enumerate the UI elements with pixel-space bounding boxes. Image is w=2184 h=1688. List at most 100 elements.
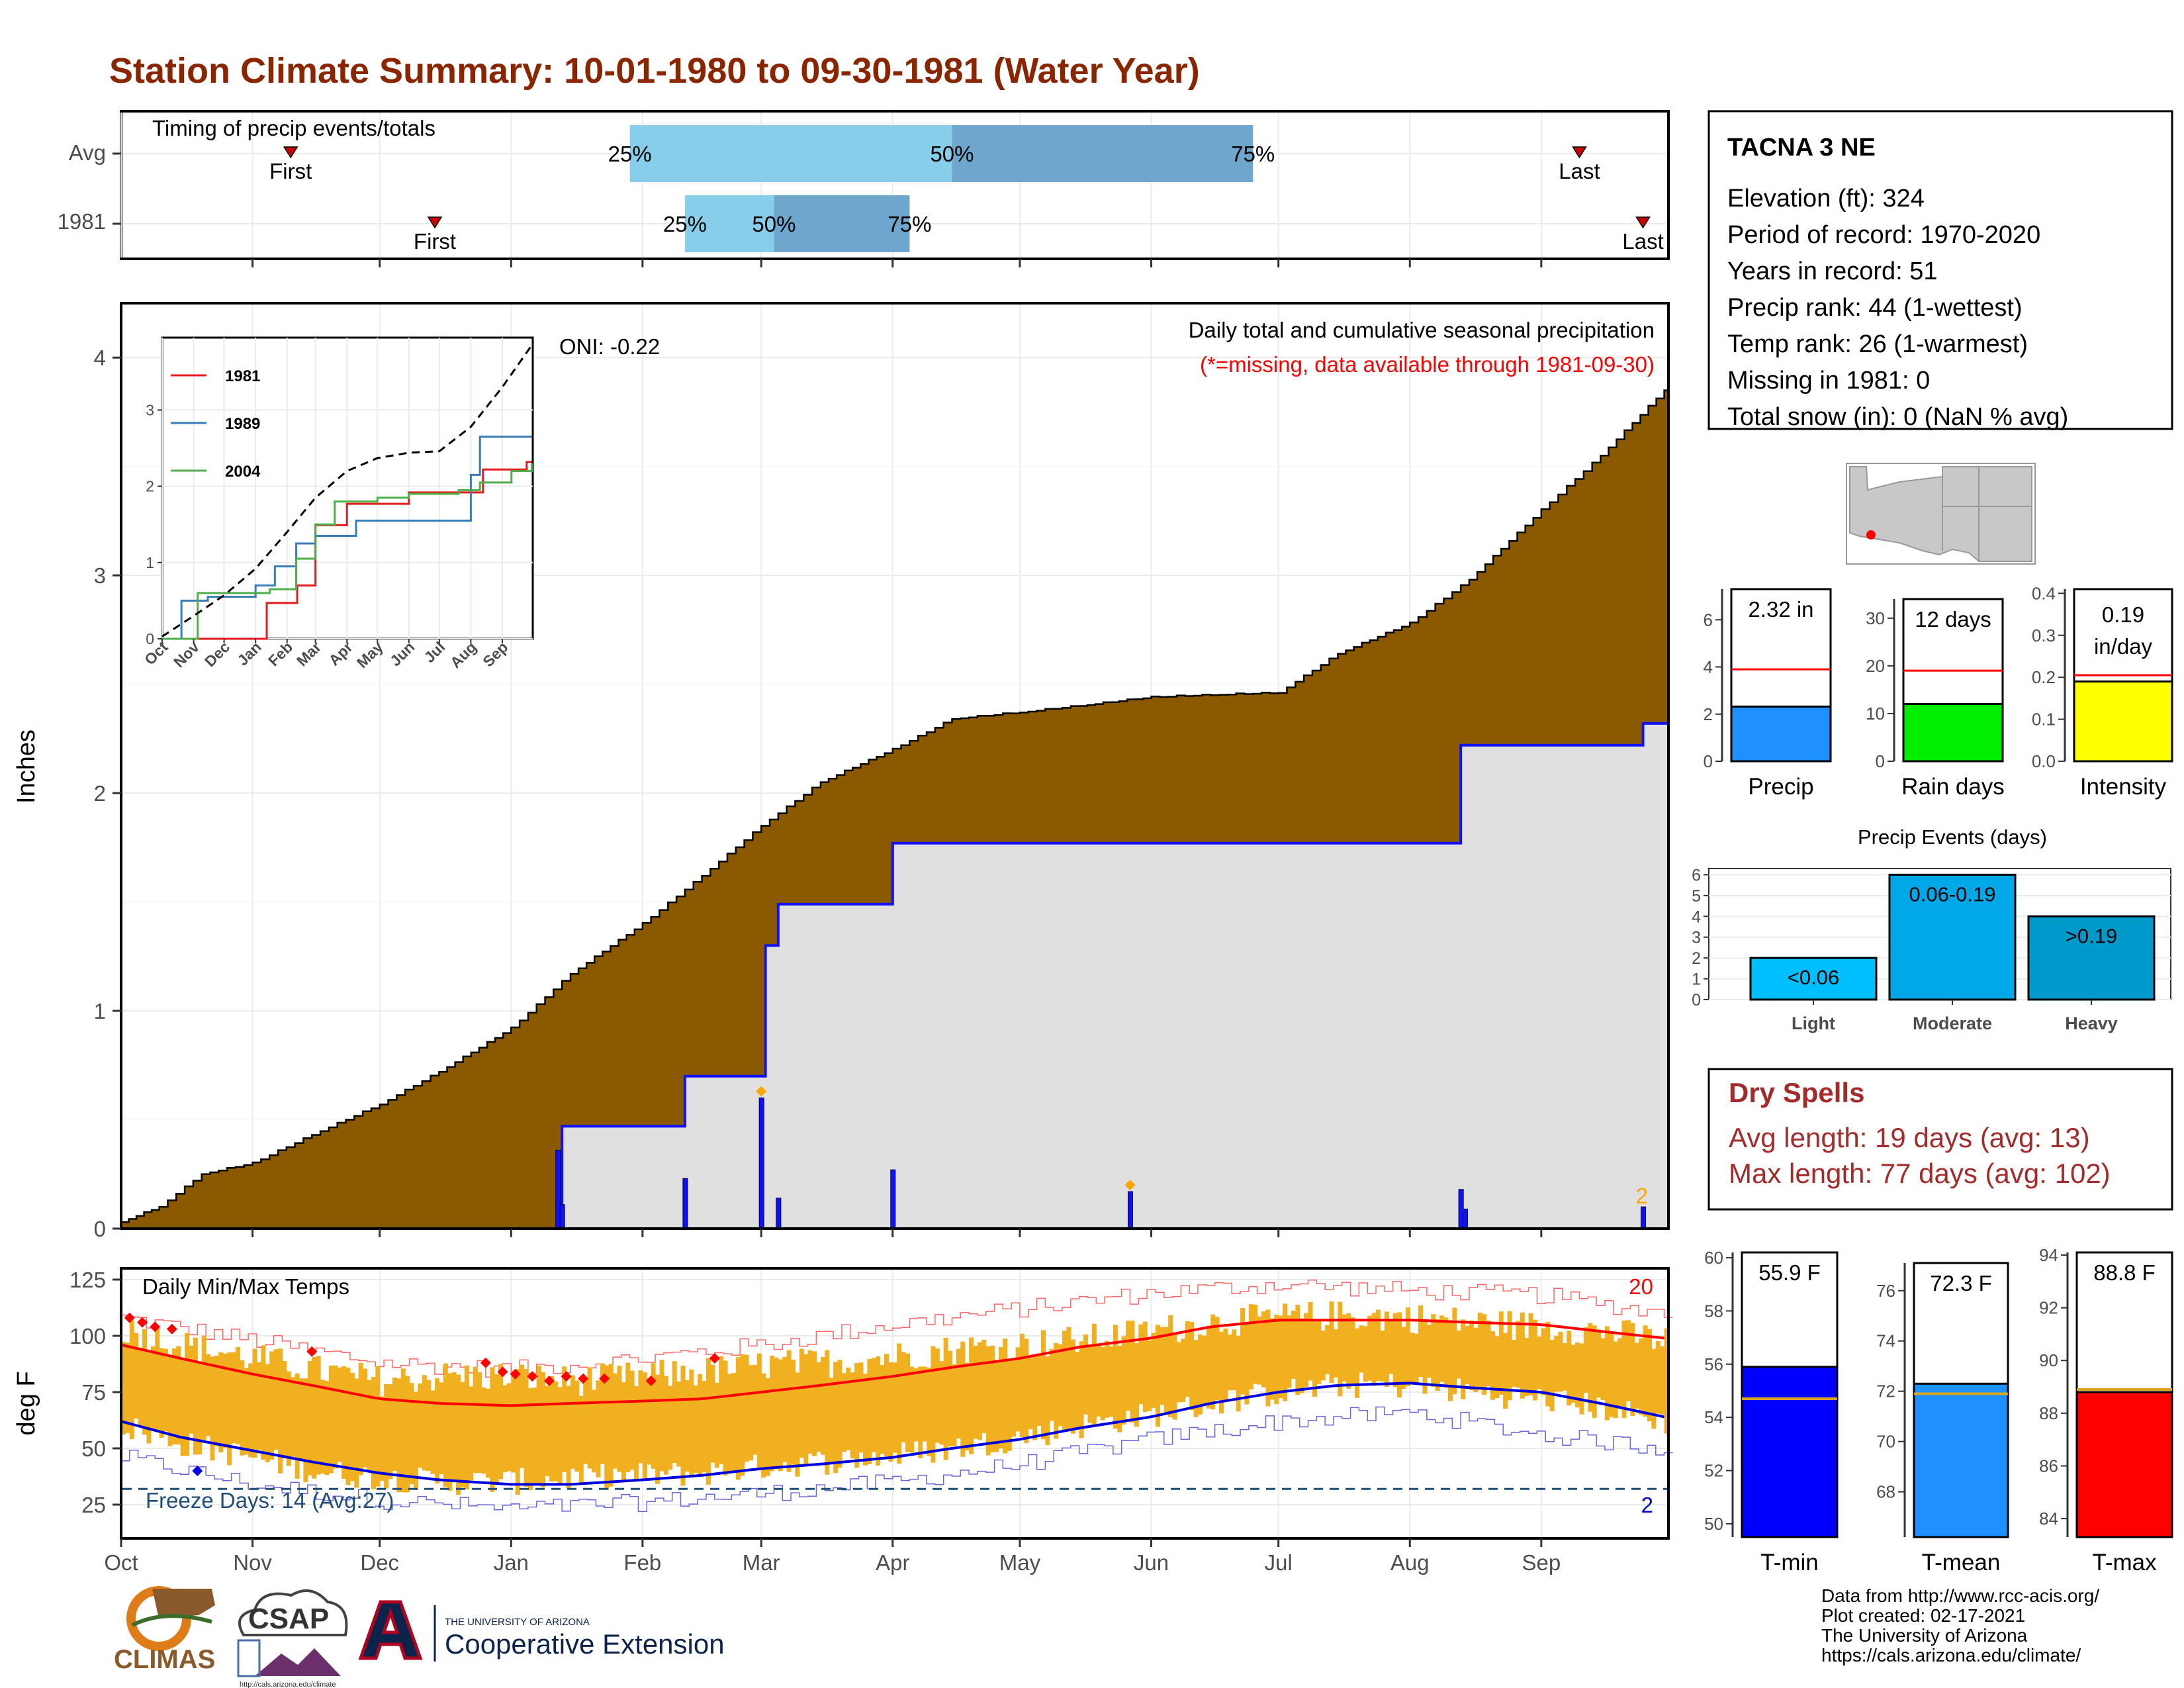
daily-temp-range-bar (939, 1361, 944, 1445)
daily-temp-range-bar (435, 1378, 440, 1483)
daily-temp-range-bar (858, 1362, 864, 1453)
daily-temp-range-bar (1320, 1331, 1326, 1381)
daily-temp-range-bar (1350, 1317, 1355, 1385)
daily-temp-range-bar (1227, 1335, 1232, 1391)
daily-temp-range-bar (1621, 1320, 1627, 1419)
station-detail-line: Elevation (ft): 324 (1727, 185, 1925, 212)
timing-row-obs-label: 1981 (58, 209, 106, 234)
month-label: Jun (1134, 1550, 1169, 1575)
daily-temp-range-bar (1087, 1347, 1093, 1423)
daily-temp-range-bar (333, 1365, 338, 1469)
dry-spells-max: Max length: 77 days (avg: 102) (1729, 1158, 2111, 1189)
tbar-t-max-y-tick-label: 88 (2039, 1403, 2058, 1423)
daily-temp-range-bar (464, 1365, 469, 1490)
mini-intensity-y-tick-label: 0.2 (2032, 667, 2056, 687)
daily-temp-range-bar (867, 1359, 872, 1464)
inset-avg-line (161, 344, 533, 637)
events-y-tick-label: 6 (1692, 866, 1701, 884)
station-detail-line: Years in record: 51 (1727, 258, 1938, 285)
precip-caption: Daily total and cumulative seasonal prec… (1189, 318, 1655, 342)
daily-temp-range-bar (960, 1341, 966, 1457)
month-label: Apr (876, 1550, 909, 1575)
daily-temp-range-bar (222, 1353, 228, 1448)
daily-temp-range-bar (1248, 1304, 1253, 1389)
daily-temp-range-bar (770, 1355, 775, 1472)
record-high-marker (510, 1368, 521, 1380)
daily-temp-range-bar (604, 1365, 610, 1490)
daily-temp-range-bar (1214, 1317, 1220, 1401)
daily-temp-range-bar (1520, 1312, 1525, 1399)
timing-bar-q25-q50 (629, 125, 952, 182)
timing-quartile-label: 75% (887, 212, 931, 236)
daily-temp-range-bar (1482, 1314, 1487, 1395)
footer-line-data-source: Data from http://www.rcc-acis.org/ (1821, 1585, 2099, 1606)
daily-temp-range-bar (167, 1356, 173, 1446)
csap-logo-mountains (255, 1648, 341, 1676)
daily-temp-range-bar (744, 1354, 749, 1462)
daily-temp-range-bar (146, 1351, 152, 1444)
dry-spells-title: Dry Spells (1729, 1077, 1864, 1108)
daily-temp-range-bar (1630, 1323, 1635, 1417)
daily-temp-range-bar (634, 1386, 639, 1480)
daily-temp-range-bar (1232, 1329, 1237, 1391)
mini-precip-value-label: 2.32 in (1748, 597, 1813, 622)
daily-temp-range-bar (740, 1354, 745, 1476)
daily-temp-range-bar (1388, 1320, 1394, 1374)
daily-temp-range-bar (163, 1348, 169, 1432)
daily-temp-range-bar (1376, 1309, 1381, 1382)
daily-temp-range-bar (761, 1373, 766, 1478)
events-bar-range-label: <0.06 (1788, 966, 1839, 989)
seasonal-totals-charts: 0 2 4 6 2.32 in Precip 0 10 20 30 12 days Rain days… (1704, 583, 2173, 800)
record-high-marker (166, 1323, 177, 1335)
daily-temp-range-bar (888, 1362, 893, 1462)
cumulative-1981-area (121, 723, 1668, 1229)
station-detail-line: Temp rank: 26 (1-warmest) (1727, 330, 2028, 358)
daily-temp-range-bar (1639, 1338, 1644, 1415)
temp-y-tick-label: 75 (81, 1380, 106, 1405)
daily-temp-range-bar (905, 1353, 911, 1452)
daily-temp-range-bar (693, 1385, 698, 1473)
mini-intensity-y-tick-label: 0.1 (2032, 710, 2056, 729)
daily-temp-range-bar (185, 1333, 190, 1456)
mini-precip-label: Precip (1748, 774, 1813, 800)
daily-temp-range-bar (659, 1360, 664, 1472)
csap-logo-url: http://cals.arizona.edu/climate (240, 1681, 336, 1688)
daily-temp-range-bar (1028, 1358, 1033, 1429)
daily-temp-range-bar (1304, 1313, 1309, 1387)
daily-temp-range-bar (307, 1360, 312, 1476)
daily-temp-range-bar (316, 1356, 321, 1475)
daily-temp-range-bar (413, 1391, 418, 1490)
daily-temp-range-bar (214, 1355, 219, 1446)
daily-temp-range-bar (1007, 1361, 1012, 1451)
daily-temp-range-bar (756, 1353, 762, 1471)
daily-temp-range-bar (1625, 1320, 1631, 1401)
daily-temp-range-bar (129, 1320, 134, 1440)
daily-temp-range-bar (1655, 1340, 1661, 1414)
daily-temp-range-bar (862, 1374, 868, 1466)
daily-temp-range-bar (1397, 1312, 1402, 1398)
month-label: Jan (494, 1550, 529, 1575)
precip-y-tick-label: 1 (94, 999, 106, 1023)
daily-temp-range-bar (1126, 1321, 1131, 1411)
daily-temp-range-bar (159, 1348, 164, 1438)
daily-temp-range-bar (1651, 1348, 1657, 1429)
daily-temp-range-bar (248, 1363, 253, 1458)
daily-temp-range-bar (1503, 1333, 1508, 1409)
inset-legend-label: 1981 (225, 367, 260, 385)
daily-temp-range-bar (778, 1359, 783, 1472)
daily-temp-range-bar (1206, 1325, 1211, 1409)
daily-temp-range-bar (625, 1362, 631, 1473)
daily-temp-range-bar (825, 1350, 830, 1475)
csap-logo: CSAP http://cals.arizona.edu/climate (237, 1589, 348, 1688)
daily-temp-range-bar (498, 1364, 504, 1479)
daily-temp-range-bar (1600, 1338, 1606, 1401)
daily-temp-range-bar (913, 1368, 919, 1442)
daily-temp-range-bar (460, 1382, 465, 1487)
daily-temp-range-bar (1079, 1341, 1084, 1438)
mini-rain-days-label: Rain days (1901, 774, 2005, 800)
daily-temp-range-bar (1392, 1313, 1398, 1387)
daily-temp-range-bar (727, 1374, 732, 1474)
daily-temp-range-bar (629, 1370, 635, 1470)
temp-y-tick-label: 125 (69, 1268, 106, 1292)
